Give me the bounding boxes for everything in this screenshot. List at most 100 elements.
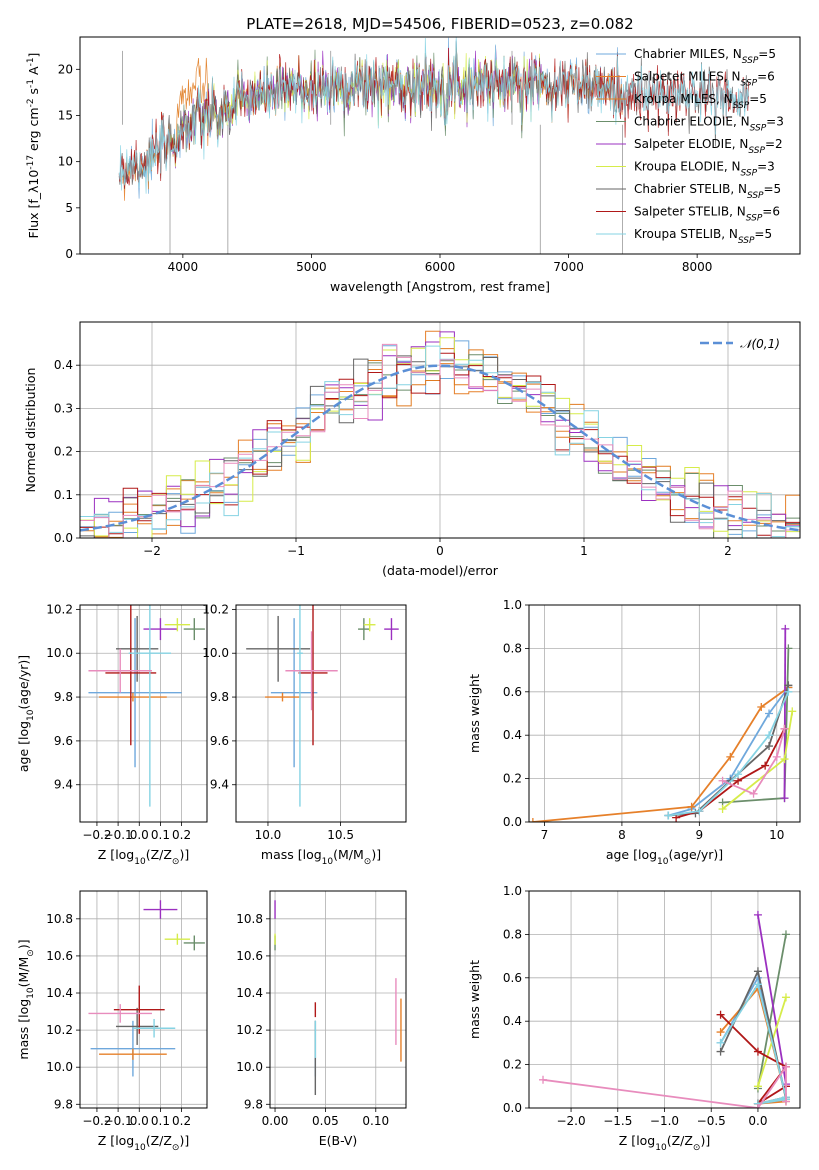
plot-area-mass-vs-EBV	[270, 891, 406, 1108]
y-axis-label: Flux [f_λ10-17 erg cm-2 s-1 A-1]	[26, 53, 41, 239]
y-axis-label: age [log10(age/yr)]	[16, 655, 36, 772]
errorbar-point	[115, 615, 159, 682]
errorbar-point	[285, 631, 338, 711]
x-axis-label: Z [log10(Z/Z⊙)]	[98, 847, 189, 867]
y-axis-label: mass [log10(M/M⊙)]	[16, 939, 36, 1059]
legend-entry: Kroupa STELIB, NSSP=5	[634, 227, 772, 246]
y-tick-label: 0.8	[503, 927, 522, 941]
y-tick-label: 15	[58, 108, 73, 122]
plot-area-mass-vs-Z	[80, 891, 207, 1108]
weight-line	[757, 934, 787, 1089]
weight-marker	[695, 807, 704, 816]
y-tick-label: 10.2	[46, 602, 73, 616]
weight-marker	[780, 755, 789, 764]
y-tick-label: 0.2	[503, 1058, 522, 1072]
x-tick-label: 0	[436, 544, 444, 558]
y-tick-label: 0.4	[503, 728, 522, 742]
weight-marker	[753, 1047, 762, 1056]
x-tick-label: −0.1	[104, 1114, 133, 1128]
errorbar-point	[270, 618, 318, 768]
plot-area-mass-weight-vs-age	[529, 605, 800, 822]
y-axis-label: Normed distribution	[23, 368, 38, 493]
weight-line	[722, 728, 786, 795]
weight-marker	[781, 1097, 790, 1106]
legend: 𝒩(0,1)	[700, 337, 780, 351]
y-tick-label: 9.8	[54, 1097, 73, 1111]
x-tick-label: 0.0	[130, 1114, 149, 1128]
weight-marker	[539, 1075, 548, 1084]
x-axis-label: age [log10(age/yr)]	[606, 847, 723, 867]
x-tick-label: 0.00	[262, 1114, 289, 1128]
histogram-series	[80, 343, 800, 538]
y-tick-label: 0.4	[54, 358, 73, 372]
weight-marker	[664, 811, 673, 820]
weight-marker	[761, 761, 770, 770]
y-tick-label: 10.4	[46, 986, 73, 1000]
panel-mass-weight-vs-age: 7 8 9 10 0.0 0.2 0.4 0.6 0.8 1.0 age [log10(age/yr…	[467, 598, 801, 867]
y-tick-label: 5	[65, 201, 73, 215]
weight-marker	[757, 702, 766, 711]
y-tick-label: 1.0	[503, 884, 522, 898]
y-tick-label: 0.0	[503, 1101, 522, 1115]
errorbar-point	[363, 618, 376, 632]
spectrum-line	[118, 37, 749, 194]
weight-marker	[687, 802, 696, 811]
y-tick-label: 9.8	[210, 690, 229, 704]
y-tick-label: 0.3	[54, 401, 73, 415]
weight-marker	[726, 752, 735, 761]
x-tick-label: −1	[287, 544, 305, 558]
weight-line	[532, 686, 789, 822]
errorbar-point	[88, 648, 152, 693]
errorbar-point	[183, 618, 205, 641]
weight-marker	[781, 993, 790, 1002]
weight-marker	[781, 624, 790, 633]
y-tick-label: 0.0	[503, 815, 522, 829]
weight-marker	[734, 770, 743, 779]
y-tick-label: 9.6	[210, 734, 229, 748]
weight-line	[783, 628, 787, 799]
y-tick-label: 0.4	[503, 1014, 522, 1028]
x-tick-label: 4000	[168, 260, 199, 274]
y-tick-label: 0.8	[503, 641, 522, 655]
x-tick-label: 0.0	[130, 828, 149, 842]
y-tick-label: 10.0	[46, 1060, 73, 1074]
y-tick-label: 10.8	[46, 912, 73, 926]
weight-line	[719, 982, 788, 1105]
weight-marker	[772, 752, 781, 761]
weight-line	[542, 1063, 787, 1108]
y-tick-label: 10.4	[236, 986, 263, 1000]
x-axis-label: wavelength [Angstrom, rest frame]	[330, 279, 550, 294]
weight-marker	[529, 818, 537, 822]
x-axis-label: (data-model)/error	[382, 563, 499, 578]
legend-entry: Chabrier ELODIE, NSSP=3	[634, 115, 784, 134]
panel-age-vs-mass: 10.0 10.5 9.4 9.6 9.8 10.0 10.2 mass [log10(M/M…	[202, 602, 407, 867]
weight-line	[668, 685, 790, 817]
weight-marker	[781, 930, 790, 939]
y-tick-label: 9.8	[54, 690, 73, 704]
legend-entry: Chabrier MILES, NSSP=5	[634, 47, 776, 66]
x-tick-label: 7000	[553, 260, 584, 274]
y-tick-label: 0.2	[54, 445, 73, 459]
y-tick-label: 10	[58, 155, 73, 169]
y-tick-label: 0.1	[54, 488, 73, 502]
weight-marker	[765, 709, 774, 718]
x-tick-label: 0.10	[362, 1114, 389, 1128]
plot-area-residuals	[80, 322, 800, 538]
x-tick-label: 7	[541, 828, 549, 842]
weight-marker	[781, 1062, 790, 1071]
x-axis-label: E(B-V)	[319, 1133, 358, 1148]
x-tick-label: 0.1	[151, 1114, 170, 1128]
plot-area-age-vs-mass	[236, 605, 406, 822]
plot-area-mass-weight-vs-Z	[529, 891, 800, 1108]
axes-frame	[79, 890, 208, 1109]
x-tick-label: 0.05	[312, 1114, 339, 1128]
x-tick-label: 8	[618, 828, 626, 842]
weight-marker	[718, 776, 727, 785]
x-tick-label: 1	[580, 544, 588, 558]
panel-residuals: −2 −1 0 1 2 0.0 0.1 0.2 0.3 0.4 (data-model)/error…	[23, 321, 801, 578]
legend-entry: Kroupa ELODIE, NSSP=3	[634, 160, 775, 179]
weight-marker	[788, 707, 797, 716]
weight-line	[757, 914, 787, 1085]
legend-entry: Salpeter STELIB, NSSP=6	[634, 205, 780, 224]
